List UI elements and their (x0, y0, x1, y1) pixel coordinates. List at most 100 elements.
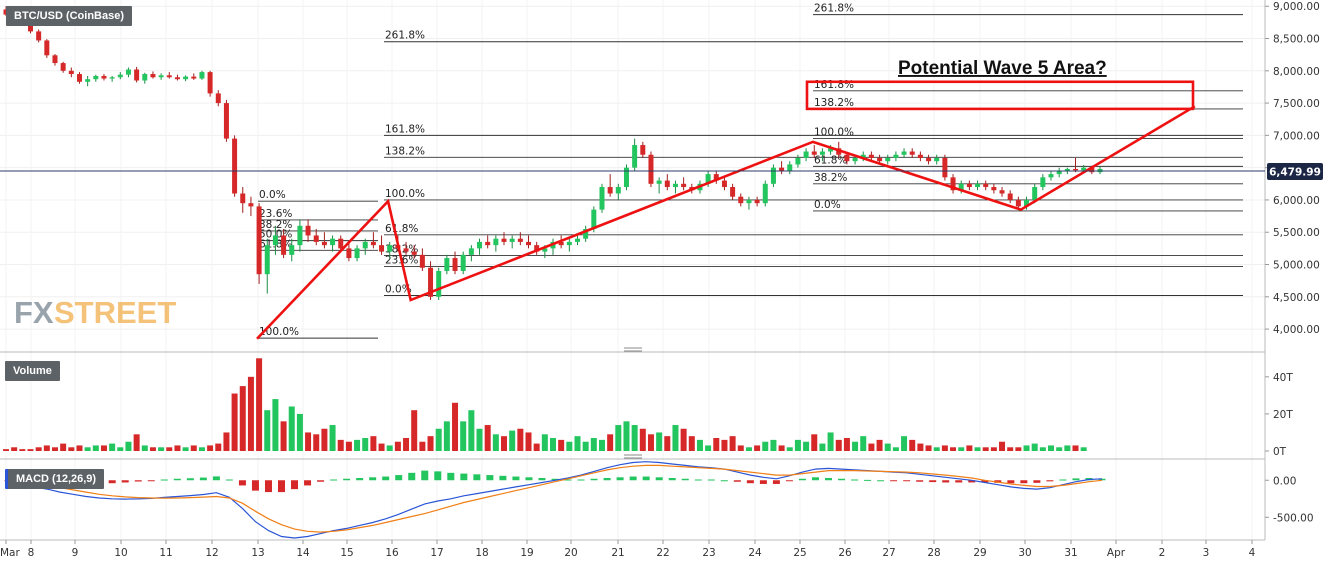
day-tick-label: 24 (748, 547, 762, 559)
macd-histogram-bar (538, 478, 546, 481)
fib-level-label: 0.0% (385, 284, 412, 296)
fib-level-label: 61.8% (814, 154, 847, 166)
macd-histogram-bar (1033, 480, 1041, 483)
volume-bar (76, 445, 83, 451)
volume-bar (623, 421, 630, 451)
macd-histogram-bar (981, 480, 989, 483)
macd-pane-label: MACD (12,26,9) (5, 469, 105, 489)
pane-resize-handle-2[interactable] (624, 454, 642, 459)
candle-body (346, 248, 352, 259)
volume-bar (11, 447, 18, 451)
day-tick-label: 10 (114, 547, 127, 559)
volume-bar (370, 436, 377, 451)
volume-bar (117, 447, 124, 451)
macd-histogram-bar (968, 480, 976, 483)
volume-bar (590, 438, 597, 451)
volume-bar (982, 447, 989, 451)
candle-body (477, 241, 483, 249)
chart-axes: 9,000.00 8,500.00 8,000.00 7,500.00 7,000.00… (0, 0, 1320, 559)
candle-body (1015, 199, 1021, 207)
candle-body (828, 148, 834, 152)
fib-level-label: 61.8% (385, 223, 418, 235)
volume-bar (639, 428, 646, 451)
macd-histogram-bar (356, 478, 364, 481)
pane-resize-handle-1[interactable] (624, 347, 642, 352)
candle-body (1064, 168, 1070, 171)
macd-histogram-bar (1007, 480, 1015, 484)
price-tick-label: 7,500.00 (1273, 98, 1320, 110)
candle-body (526, 241, 532, 246)
candle-body (379, 245, 385, 252)
candle-body (354, 248, 360, 259)
candle-body (966, 183, 972, 188)
volume-bar (484, 425, 491, 451)
volume-tick-label: 0T (1273, 446, 1287, 458)
macd-histogram-bar (512, 476, 520, 481)
candle-body (623, 167, 629, 188)
fib-level-label: 138.2% (814, 97, 854, 109)
candle-body (599, 187, 605, 210)
volume-bar (1023, 445, 1030, 451)
candle-body (583, 229, 589, 239)
volume-bar (1015, 447, 1022, 451)
day-tick-label: 18 (475, 547, 488, 559)
candle-body (158, 75, 164, 78)
symbol-label: BTC/USD (CoinBase) (6, 6, 133, 26)
volume-bar (729, 436, 736, 451)
volume-bar (803, 441, 810, 451)
candle-body (860, 154, 866, 158)
volume-bar (411, 410, 418, 451)
macd-histogram-bar (851, 479, 859, 481)
macd-histogram-bar (681, 478, 689, 481)
candle-body (983, 183, 989, 188)
candle-body (999, 190, 1005, 194)
macd-histogram-bar (330, 479, 338, 481)
macd-line (7, 461, 1103, 539)
fib-level-label: 161.8% (385, 123, 425, 135)
candle-body (338, 238, 344, 249)
day-tick-label: 27 (882, 547, 895, 559)
macd-histogram-bar (173, 478, 181, 481)
wave-5-target-box (805, 80, 1195, 111)
volume-bar (680, 428, 687, 451)
candle-body (403, 248, 409, 252)
volume-bar (435, 428, 442, 451)
volume-bar (174, 445, 181, 451)
macd-histogram-bar (264, 480, 272, 493)
macd-histogram-bar (251, 480, 259, 491)
volume-bar (917, 443, 924, 451)
macd-histogram-bar (382, 476, 390, 481)
candle-body (215, 93, 221, 104)
volume-bar (35, 447, 42, 451)
volume-bar (354, 439, 361, 451)
candle-body (591, 209, 597, 229)
volume-bar (329, 425, 336, 451)
candle-body (811, 151, 817, 155)
macd-histogram-bar (134, 480, 142, 482)
volume-bar (198, 447, 205, 451)
candle-body (852, 157, 858, 162)
volume-bar (182, 447, 189, 451)
day-tick-label: 21 (611, 547, 624, 559)
candle-body (174, 77, 180, 80)
volume-bar (386, 445, 393, 451)
fib-level-label: 0.0% (259, 189, 286, 201)
day-tick-label: 11 (159, 547, 172, 559)
price-tick-label: 5,500.00 (1273, 227, 1320, 239)
fib-level-label: 261.8% (385, 30, 425, 42)
candle-body (779, 167, 785, 171)
volume-bar (615, 425, 622, 451)
day-tick-label: 19 (520, 547, 533, 559)
candle-body (444, 258, 450, 271)
candle-body (305, 225, 311, 236)
volume-bar (656, 432, 663, 451)
candle-body (534, 245, 540, 252)
macd-tick-label: -500.00 (1273, 512, 1314, 524)
candle-body (975, 183, 981, 188)
price-tick-label: 5,000.00 (1273, 260, 1320, 272)
candle-body (1089, 167, 1095, 173)
candle-body (191, 76, 197, 79)
volume-bar (909, 439, 916, 451)
volume-bar (296, 413, 303, 451)
